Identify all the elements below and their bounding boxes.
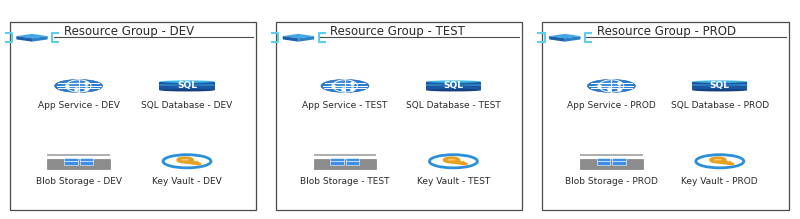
Bar bbox=[314, 154, 376, 156]
Bar bbox=[346, 158, 359, 161]
Polygon shape bbox=[565, 36, 581, 42]
Bar bbox=[80, 161, 93, 165]
Bar bbox=[613, 161, 626, 165]
Text: Key Vault - PROD: Key Vault - PROD bbox=[682, 177, 758, 185]
Bar bbox=[613, 158, 626, 161]
Ellipse shape bbox=[692, 80, 747, 83]
Bar bbox=[580, 159, 642, 169]
Polygon shape bbox=[549, 36, 565, 42]
Polygon shape bbox=[549, 34, 581, 38]
FancyBboxPatch shape bbox=[542, 22, 789, 210]
Bar bbox=[330, 161, 344, 165]
Circle shape bbox=[328, 81, 354, 88]
FancyBboxPatch shape bbox=[276, 22, 522, 210]
Ellipse shape bbox=[159, 80, 214, 83]
Polygon shape bbox=[32, 36, 48, 42]
Bar bbox=[64, 158, 78, 161]
Polygon shape bbox=[16, 36, 32, 42]
Text: App Service - DEV: App Service - DEV bbox=[38, 101, 119, 110]
Bar bbox=[64, 161, 78, 165]
Bar bbox=[426, 82, 481, 90]
Bar bbox=[346, 161, 359, 165]
Bar bbox=[80, 158, 93, 161]
Text: Blob Storage - PROD: Blob Storage - PROD bbox=[565, 177, 658, 185]
Ellipse shape bbox=[692, 89, 747, 92]
Text: App Service - PROD: App Service - PROD bbox=[567, 101, 656, 110]
Circle shape bbox=[587, 79, 635, 92]
Bar bbox=[314, 159, 376, 169]
Bar bbox=[159, 82, 214, 90]
Ellipse shape bbox=[426, 89, 481, 92]
Text: Key Vault - TEST: Key Vault - TEST bbox=[417, 177, 490, 185]
Circle shape bbox=[430, 155, 478, 168]
Text: Blob Storage - TEST: Blob Storage - TEST bbox=[300, 177, 390, 185]
Text: Resource Group - PROD: Resource Group - PROD bbox=[597, 25, 736, 38]
Polygon shape bbox=[298, 36, 314, 42]
Polygon shape bbox=[16, 34, 48, 38]
Text: SQL Database - TEST: SQL Database - TEST bbox=[406, 101, 501, 110]
Bar bbox=[597, 158, 610, 161]
Text: App Service - TEST: App Service - TEST bbox=[302, 101, 388, 110]
Text: SQL: SQL bbox=[443, 81, 463, 90]
Bar bbox=[47, 159, 110, 169]
Text: Resource Group - DEV: Resource Group - DEV bbox=[64, 25, 194, 38]
Ellipse shape bbox=[426, 80, 481, 83]
Bar bbox=[692, 82, 747, 90]
Text: SQL: SQL bbox=[177, 81, 197, 90]
Text: Key Vault - DEV: Key Vault - DEV bbox=[152, 177, 222, 185]
Circle shape bbox=[696, 155, 744, 168]
Circle shape bbox=[594, 81, 621, 88]
Bar bbox=[580, 154, 642, 156]
Text: SQL: SQL bbox=[710, 81, 730, 90]
Bar bbox=[597, 161, 610, 165]
Circle shape bbox=[321, 79, 369, 92]
FancyBboxPatch shape bbox=[10, 22, 256, 210]
Ellipse shape bbox=[159, 89, 214, 92]
Text: SQL Database - PROD: SQL Database - PROD bbox=[670, 101, 769, 110]
Polygon shape bbox=[282, 34, 314, 38]
Bar bbox=[47, 154, 110, 156]
Circle shape bbox=[54, 79, 102, 92]
Circle shape bbox=[62, 81, 88, 88]
Text: Resource Group - TEST: Resource Group - TEST bbox=[330, 25, 466, 38]
Circle shape bbox=[163, 155, 211, 168]
Bar bbox=[330, 158, 344, 161]
Text: Blob Storage - DEV: Blob Storage - DEV bbox=[35, 177, 122, 185]
Polygon shape bbox=[282, 36, 298, 42]
Text: SQL Database - DEV: SQL Database - DEV bbox=[142, 101, 233, 110]
